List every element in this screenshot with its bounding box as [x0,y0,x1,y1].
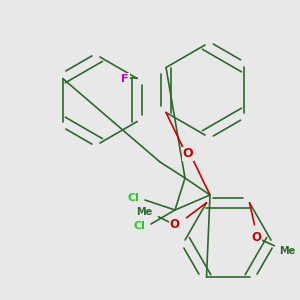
Text: Cl: Cl [127,193,139,203]
Text: F: F [122,74,129,83]
Text: O: O [251,231,262,244]
Text: O: O [169,218,179,231]
Text: O: O [183,147,193,160]
Text: Me: Me [136,207,153,217]
Text: Cl: Cl [133,221,145,231]
Text: Me: Me [279,246,296,256]
